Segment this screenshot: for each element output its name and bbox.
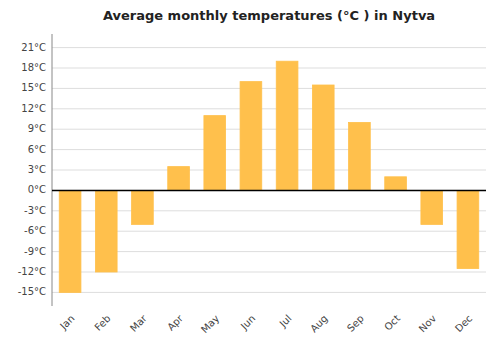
y-tick-label: -12°C [18, 266, 46, 277]
x-tick-label: Oct [382, 313, 402, 333]
grid [52, 48, 486, 293]
bar [95, 190, 117, 272]
y-tick-label: 6°C [28, 144, 46, 155]
y-tick-label: 12°C [21, 103, 46, 114]
bar [59, 190, 81, 292]
y-tick-label: -15°C [18, 286, 46, 297]
bar [457, 190, 479, 268]
y-axis-ticks: -15°C -12°C -9°C -6°C -3°C 0°C 3°C 6°C 9°C 12°C 15… [18, 42, 46, 298]
x-tick-label: Aug [308, 313, 330, 335]
x-tick-label: Jan [57, 313, 76, 332]
grid-line [52, 88, 486, 89]
x-tick-label: Nov [417, 313, 439, 335]
y-axis-line [52, 34, 53, 306]
bar [240, 82, 262, 191]
y-tick-label: -6°C [24, 225, 46, 236]
x-axis-ticks: Jan Feb Mar Apr May Jun Jul Aug Sep Oct Nov Dec [57, 312, 474, 335]
y-tick-label: 9°C [28, 123, 46, 134]
x-tick-label: Sep [345, 313, 366, 334]
y-tick-label: 18°C [21, 62, 46, 73]
bar [349, 122, 371, 190]
y-tick-label: -9°C [24, 246, 46, 257]
bar [132, 190, 154, 224]
grid-line [52, 149, 486, 150]
y-tick-label: 21°C [21, 42, 46, 53]
grid-line [52, 170, 486, 171]
chart-container: Average monthly temperatures (°C ) in Ny… [0, 0, 500, 350]
chart-svg: Average monthly temperatures (°C ) in Ny… [0, 0, 500, 350]
y-tick-label: 0°C [28, 184, 46, 195]
y-tick-label: 15°C [21, 82, 46, 93]
title: Average monthly temperatures (°C ) in Ny… [103, 8, 435, 23]
grid-line [52, 292, 486, 293]
x-tick-label: Jul [277, 313, 294, 330]
y-tick-label: -3°C [24, 205, 46, 216]
grid-line [52, 47, 486, 48]
x-tick-label: Dec [453, 313, 474, 334]
grid-line [52, 129, 486, 130]
bars [52, 61, 486, 292]
bar [276, 61, 298, 190]
grid-line [52, 190, 486, 191]
bar [168, 167, 190, 191]
x-tick-label: May [199, 313, 221, 335]
x-tick-label: Apr [165, 312, 186, 333]
grid-line [52, 68, 486, 69]
bar [204, 116, 226, 191]
y-tick-label: 3°C [28, 164, 46, 175]
bar [312, 85, 334, 190]
zero-line [52, 190, 486, 192]
x-tick-label: Mar [128, 312, 150, 334]
bar [385, 177, 407, 191]
grid-line [52, 108, 486, 109]
x-tick-label: Jun [238, 313, 258, 333]
x-tick-label: Feb [92, 313, 112, 333]
bar [421, 190, 443, 224]
